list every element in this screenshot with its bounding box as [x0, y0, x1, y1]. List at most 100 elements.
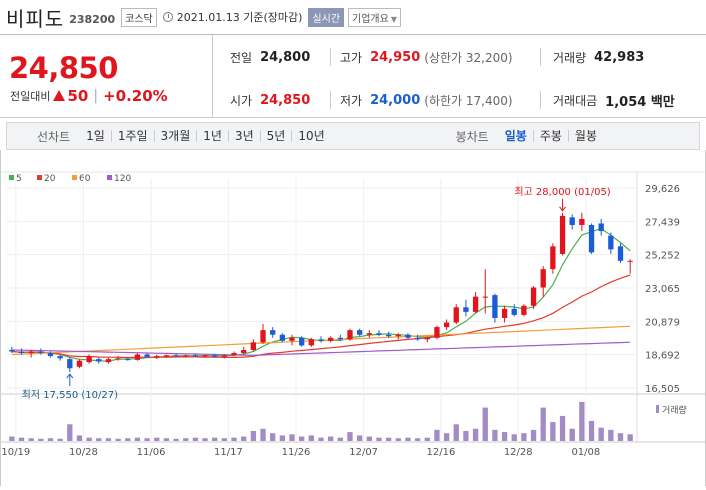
volume-bar — [492, 429, 498, 441]
high-value: 24,950 — [370, 49, 421, 65]
tab-1year[interactable]: 1년 — [196, 130, 228, 142]
volume-bar — [579, 402, 585, 441]
volume-bar — [299, 436, 305, 441]
volume-bar — [511, 434, 517, 441]
candle-body — [559, 215, 566, 254]
volume-bar — [482, 407, 488, 441]
candle-body — [337, 337, 343, 340]
volume-bar — [173, 438, 179, 441]
candle-body — [154, 356, 160, 358]
candle-body — [163, 355, 170, 357]
candle-body — [144, 354, 150, 357]
high-label: 고가 — [340, 50, 363, 65]
candle-body — [443, 322, 450, 328]
prev-close-label: 전일 — [230, 50, 253, 65]
volume: 거래량 42,983 — [553, 47, 644, 67]
volume-bar — [279, 435, 286, 441]
low-price: 저가 24,000 (하한가 17,400) — [340, 90, 513, 110]
prev-close-value: 24,800 — [260, 49, 311, 65]
volume-bar — [366, 436, 372, 441]
volume-bar — [76, 435, 83, 441]
realtime-button[interactable]: 실시간 — [308, 7, 345, 27]
divider: | — [93, 88, 99, 104]
volume-bar — [385, 437, 392, 441]
trade-amount: 거래대금 1,054 백만 — [553, 90, 675, 110]
high-price: 고가 24,950 (상한가 32,200) — [340, 47, 513, 67]
tab-1day[interactable]: 1일 — [86, 129, 105, 143]
tab-weekly[interactable]: 주봉 — [532, 130, 568, 142]
legend-swatch — [656, 405, 659, 413]
volume-bar — [521, 433, 527, 441]
tab-3year[interactable]: 3년 — [227, 130, 260, 142]
volume-bar — [38, 438, 44, 441]
x-tick-label: 11/26 — [282, 447, 311, 458]
low-arrow-icon — [66, 373, 74, 379]
stock-name: 비피도 — [6, 6, 65, 31]
company-overview-label: 기업개요 — [352, 13, 389, 25]
candle-body — [347, 330, 353, 340]
amount-label: 거래대금 — [553, 93, 598, 108]
volume-bar — [337, 437, 343, 441]
divider — [540, 91, 541, 109]
current-price: 24,850 — [9, 51, 118, 85]
candle-body — [385, 334, 392, 337]
candle-body — [192, 355, 199, 357]
legend-swatch — [107, 175, 112, 180]
candle-body — [183, 355, 189, 357]
volume-bar — [405, 437, 411, 441]
candle-body — [38, 351, 44, 354]
volume-bar — [183, 438, 189, 441]
legend-swatch — [37, 175, 42, 180]
prev-close: 전일 24,800 — [230, 47, 310, 67]
price-chart[interactable]: 5 20 60 120 29,626 27,439 25,252 23,065 20,879 18… — [1, 150, 705, 486]
volume-bar — [18, 437, 25, 441]
candle-body — [424, 337, 430, 340]
tab-10year[interactable]: 10년 — [291, 130, 330, 142]
change-amount: 50 — [53, 87, 88, 105]
candle-body — [221, 355, 228, 357]
volume-bar — [270, 433, 276, 441]
period-tabs: 선차트 1일 1주일 3개월 1년 3년 5년 10년 봉차트 일봉 주봉 월봉 — [6, 122, 700, 150]
candle-body — [501, 308, 508, 318]
candle-body — [308, 339, 314, 346]
amount-value: 1,054 백만 — [605, 94, 675, 110]
divider — [540, 48, 541, 66]
x-tick-label: 01/08 — [571, 447, 600, 458]
tab-monthly[interactable]: 월봉 — [567, 130, 603, 142]
company-overview-dropdown[interactable]: 기업개요 ▼ — [348, 7, 401, 27]
volume-bar — [57, 438, 63, 441]
tab-3month[interactable]: 3개월 — [153, 130, 197, 142]
candle-body — [318, 339, 324, 341]
open-label: 시가 — [230, 93, 253, 108]
volume-bar — [588, 420, 595, 441]
volume-bar — [530, 429, 537, 441]
volume-bar — [289, 434, 295, 441]
candle-body — [482, 296, 488, 298]
upper-limit: (상한가 32,200) — [424, 50, 513, 65]
tab-1week[interactable]: 1주일 — [110, 130, 154, 142]
candle-body — [627, 260, 633, 262]
volume-bar — [241, 436, 247, 441]
volume-bar — [347, 432, 353, 441]
candle-body — [453, 307, 459, 323]
low-label: 저가 — [340, 93, 363, 108]
volume-bar — [221, 438, 228, 441]
volume-bar — [134, 437, 141, 441]
candle-body — [328, 337, 334, 341]
volume-bar — [443, 433, 450, 441]
legend-label: 20 — [44, 174, 56, 184]
candle-body — [241, 349, 247, 354]
volume-bar — [328, 436, 334, 441]
candle-body — [47, 353, 54, 357]
candle-body — [9, 349, 15, 352]
tab-daily[interactable]: 일봉 — [504, 129, 527, 143]
candle-chart-label: 봉차트 — [455, 129, 489, 144]
volume-bar — [105, 438, 112, 441]
candle-body — [356, 330, 363, 335]
base-date: 2021.01.13 기준(장마감) — [176, 11, 303, 24]
tab-5year[interactable]: 5년 — [259, 130, 292, 142]
candle-body — [617, 246, 624, 261]
x-tick-label: 12/07 — [349, 447, 378, 458]
volume-bar — [434, 429, 440, 441]
candle-body — [511, 308, 517, 315]
